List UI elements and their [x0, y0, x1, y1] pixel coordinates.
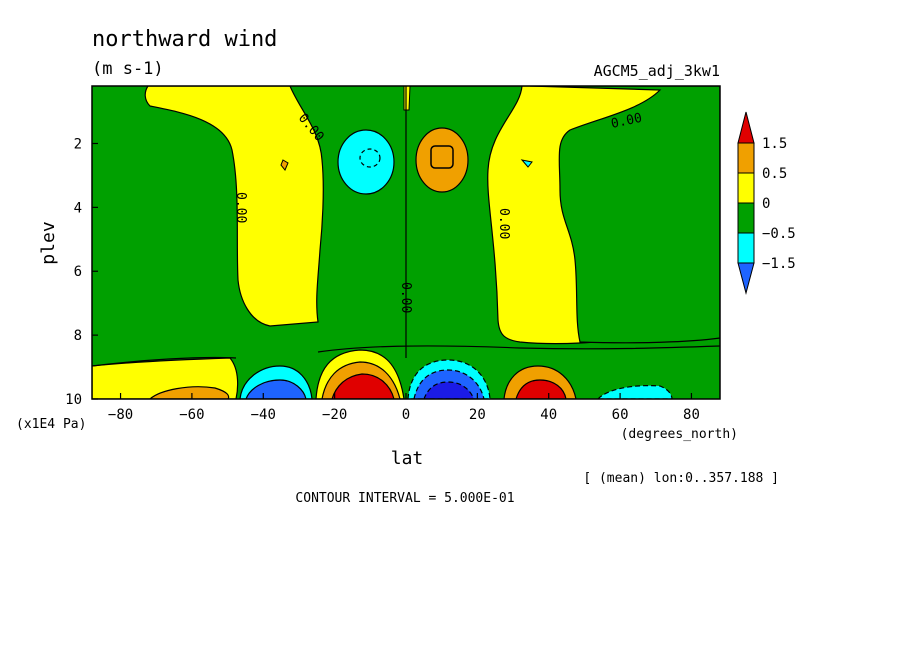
contour-label-4: 0.00	[496, 208, 511, 239]
region-sh-positive	[144, 86, 324, 327]
y-tick-label: 10	[65, 392, 82, 408]
dataset-label: AGCM5_adj_3kw1	[594, 62, 720, 80]
x-tick-label: 0	[402, 407, 410, 423]
color-legend: 1.5 0.5 0 −0.5 −1.5	[737, 111, 796, 295]
region-equator-top	[403, 86, 411, 111]
x-tick-label: 80	[683, 407, 700, 423]
legend-swatch-top	[737, 111, 755, 144]
legend-label-3: 0	[762, 196, 770, 212]
contour-label-2: 0.00	[610, 111, 644, 132]
legend-label-4: −0.5	[762, 226, 796, 242]
x-tick-label: 20	[469, 407, 486, 423]
x-axis-label: lat	[391, 448, 424, 469]
y-tick-label: 8	[74, 328, 82, 344]
legend-swatch-bottom	[737, 262, 755, 295]
region-nh-highlat-negative	[529, 86, 720, 344]
chart-units: (m s-1)	[92, 59, 164, 79]
zero-line-lower	[92, 345, 720, 367]
x-tick-label: −80	[108, 407, 133, 423]
x-tick-label: −40	[251, 407, 276, 423]
legend-swatch-orange	[737, 142, 755, 174]
contour-upper-cyan-dashed	[359, 148, 381, 168]
legend-swatch-yellow	[737, 172, 755, 204]
legend-label-5: −1.5	[762, 256, 796, 272]
y-tick-label: 6	[74, 264, 82, 280]
x-tick-label: −20	[322, 407, 347, 423]
region-low-sh-red	[331, 373, 395, 399]
mean-note: [ (mean) lon:0..357.188 ]	[583, 471, 779, 486]
small-orange-blob	[280, 159, 289, 171]
chart-title: northward wind	[92, 27, 277, 52]
y-tick-label: 2	[74, 136, 82, 152]
region-low-sh-blue	[245, 379, 307, 399]
region-low-nh-darkblue	[423, 381, 475, 399]
region-low-nh-cyan2	[597, 385, 673, 399]
legend-label-1: 1.5	[762, 136, 787, 152]
contour-interval-note: CONTOUR INTERVAL = 5.000E-01	[295, 491, 514, 506]
contour-label-3: 0.00	[233, 192, 248, 223]
region-low-nh-red	[515, 379, 567, 399]
contour-field	[92, 86, 720, 399]
contour-label-5: 0.00	[398, 282, 413, 313]
legend-label-2: 0.5	[762, 166, 787, 182]
x-tick-label: 40	[540, 407, 557, 423]
y-axis-label: plev	[38, 221, 59, 264]
region-upper-cyan	[337, 129, 395, 195]
region-upper-orange	[415, 127, 469, 193]
legend-swatch-green	[737, 202, 755, 234]
contour-upper-orange-inner	[430, 145, 454, 169]
y-axis-units: (x1E4 Pa)	[16, 417, 86, 432]
x-tick-label: 60	[612, 407, 629, 423]
x-axis-units: (degrees_north)	[621, 427, 738, 442]
legend-swatch-cyan	[737, 232, 755, 264]
small-cyan-blob	[520, 159, 533, 168]
x-axis: −80 −60 −40 −20 0 20 40 60 80	[108, 393, 700, 423]
y-axis: 2 4 6 8 10	[65, 136, 98, 408]
y-tick-label: 4	[74, 200, 82, 216]
x-tick-label: −60	[179, 407, 204, 423]
region-low-sh-orange	[149, 386, 230, 399]
